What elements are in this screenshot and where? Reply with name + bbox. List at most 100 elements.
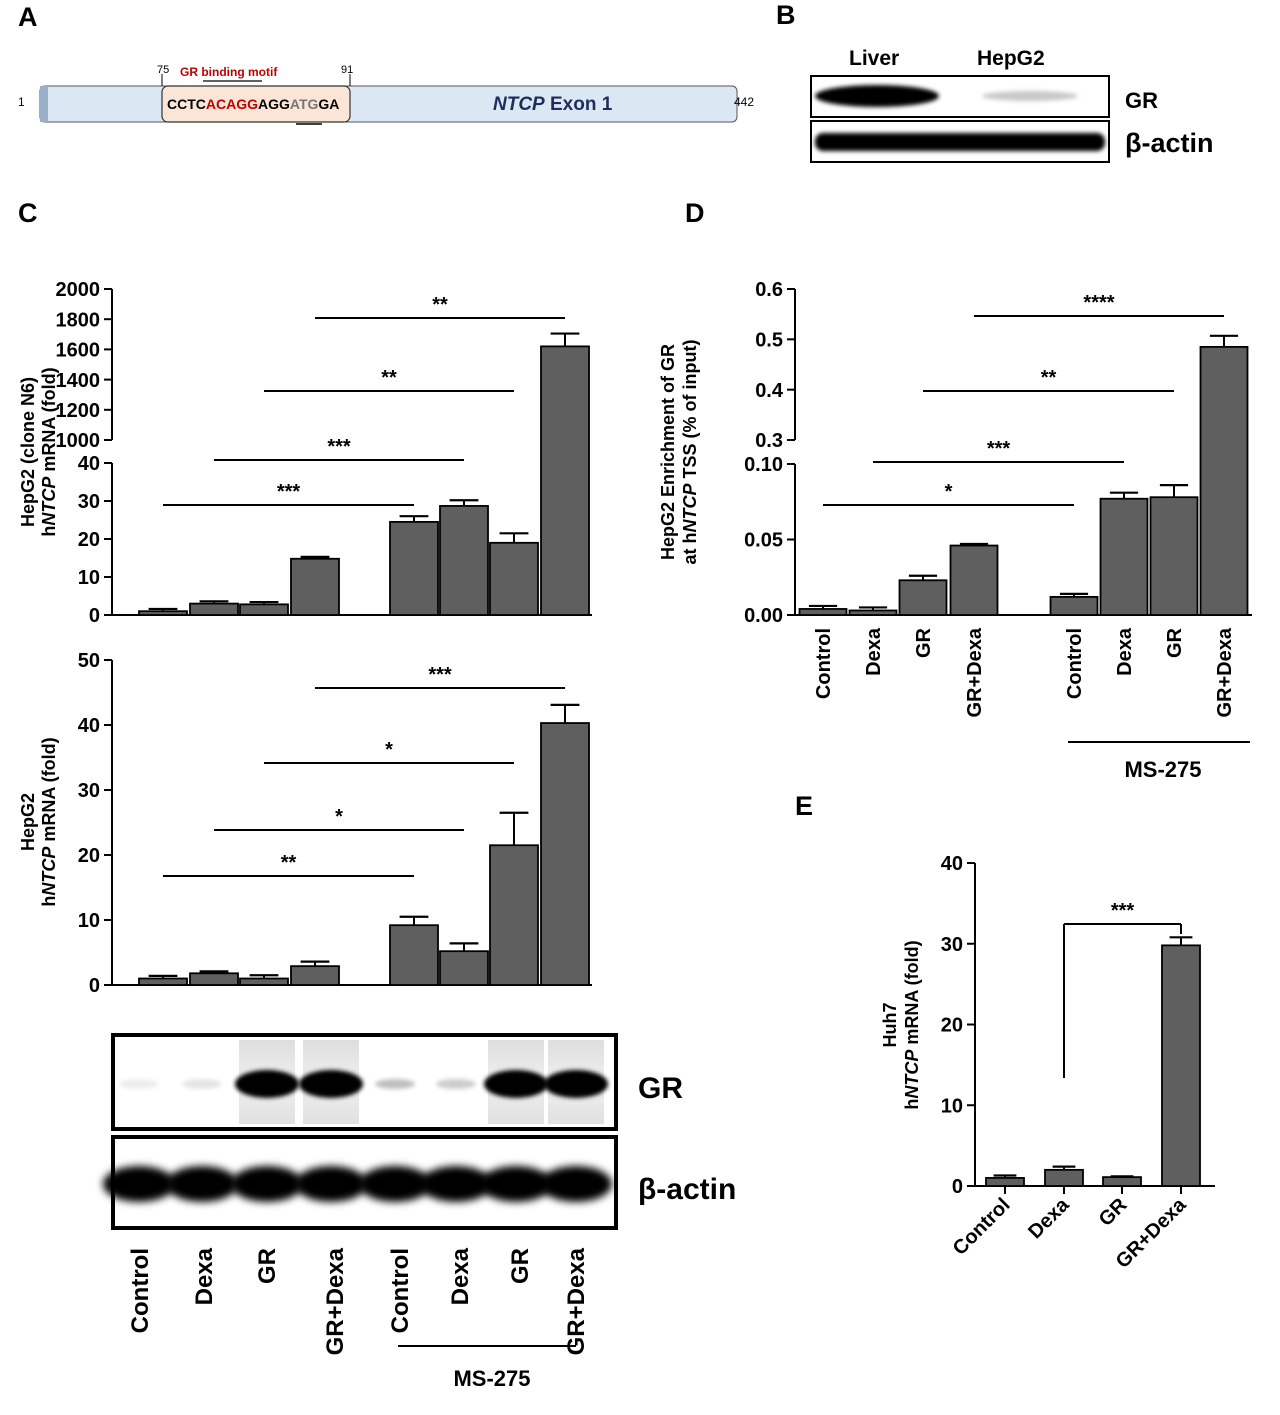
c-bottom-y-label-post: mRNA (fold) [39, 737, 59, 846]
panel-b-actin-band [815, 133, 1105, 151]
y-tick-label: 0.5 [755, 330, 783, 352]
gr-band [235, 1070, 299, 1098]
bar [239, 977, 289, 986]
d-ms275-label: MS-275 [1124, 757, 1201, 782]
exon-bar [39, 85, 738, 123]
significance-label: *** [327, 436, 351, 458]
bar [798, 608, 848, 616]
bar [189, 602, 239, 616]
c-top-y-label-gene: NTCP [39, 476, 59, 526]
y-tick-label: 10 [941, 1095, 963, 1117]
blot-lane-label: Dexa [447, 1247, 474, 1305]
significance-label: ** [381, 367, 397, 389]
actin-band [420, 1166, 492, 1202]
bar [290, 557, 340, 616]
x-tick-label: GR+Dexa [964, 627, 986, 717]
c-blot-gr-label: GR [638, 1072, 683, 1105]
d-y-label-gene: NTCP [680, 482, 700, 532]
bar [489, 541, 539, 616]
y-tick-label: 20 [941, 1015, 963, 1037]
significance-label: ** [432, 294, 448, 316]
bar [949, 544, 999, 616]
y-tick-label: 1400 [56, 370, 101, 392]
bar [1099, 497, 1149, 616]
c-top-annotations: ********** [163, 294, 565, 506]
x-tick-label: GR [1095, 1194, 1132, 1231]
d-lower-ticks: 0.00 0.05 0.10 [744, 454, 795, 627]
x-tick-label: Control [949, 1194, 1015, 1260]
actin-band [359, 1166, 431, 1202]
y-tick-label: 0.6 [755, 279, 783, 301]
gr-band [436, 1079, 476, 1089]
bar [439, 505, 489, 616]
d-annotations: ********** [823, 292, 1224, 506]
y-tick-label: 0.05 [744, 530, 783, 552]
gr-band [544, 1070, 608, 1098]
bar [389, 521, 439, 616]
blot-lane-label: GR [507, 1248, 534, 1284]
seq-part-1: CCTC [167, 96, 206, 112]
y-tick-label: 30 [78, 491, 100, 513]
c-top-y-label-pre: h [39, 526, 59, 537]
chart-d: 0.30.40.50.6 0.000.050.10 ********** Con… [658, 279, 1252, 782]
bar [848, 609, 898, 616]
x-tick-label: Control [813, 628, 835, 699]
panel-b-gr-band-liver [815, 85, 939, 107]
c-blot-actin-label: β-actin [638, 1173, 736, 1206]
panel-b-lane-hepg2: HepG2 [977, 47, 1045, 70]
actin-band [166, 1166, 238, 1202]
y-tick-label: 40 [78, 453, 100, 475]
c-blot-actin-lanes [103, 1166, 612, 1202]
seq-part-2: ACAGG [206, 96, 258, 112]
blot-lane-label: Dexa [191, 1247, 218, 1305]
y-tick-label: 30 [78, 780, 100, 802]
exon-label-suffix: Exon 1 [545, 94, 613, 115]
y-tick-label: 0.00 [744, 605, 783, 627]
y-tick-label: 1200 [56, 400, 101, 422]
e-bars [985, 936, 1201, 1194]
c-top-y-label-post: mRNA (fold) [39, 367, 59, 476]
y-tick-label: 30 [941, 934, 963, 956]
c-bottom-ticks: 0 10 20 30 40 50 [78, 650, 112, 997]
motif-sequence: CCTCACAGGAGGATGGA [167, 96, 339, 112]
c-bottom-bars [138, 703, 590, 986]
e-ticks: 0 10 20 30 40 [941, 853, 975, 1198]
significance-label: *** [428, 664, 452, 686]
bar [1049, 595, 1099, 616]
significance-label: *** [987, 438, 1011, 460]
x-tick-label: GR [913, 627, 935, 658]
x-tick-label: Dexa [863, 627, 885, 676]
exon-bar-start-cap [40, 86, 48, 122]
actin-band [540, 1166, 612, 1202]
actin-band [295, 1166, 367, 1202]
bar [489, 844, 539, 986]
y-tick-label: 40 [941, 853, 963, 875]
gr-band [484, 1070, 548, 1098]
motif-title: GR binding motif [180, 65, 278, 79]
c-ms275-label: MS-275 [453, 1366, 530, 1391]
seq-part-4: ATG [290, 96, 319, 112]
e-annotations: *** [1063, 900, 1182, 1078]
bar [189, 972, 239, 986]
e-y-label-2: hNTCP mRNA (fold) [902, 940, 922, 1109]
bar [1149, 496, 1199, 616]
panel-b-gr-band-hepg2 [982, 91, 1078, 101]
position-end: 442 [734, 95, 754, 109]
significance-label: ** [281, 852, 297, 874]
significance-label: *** [277, 481, 301, 503]
gr-band [119, 1079, 159, 1089]
panel-b-gr-label: GR [1125, 88, 1158, 113]
bar [1199, 345, 1249, 616]
motif-end-label: 91 [341, 64, 353, 76]
panel-b: B Liver HepG2 GR β-actin [776, 0, 1214, 163]
x-tick-label: GR+Dexa [1214, 627, 1236, 717]
gr-band [182, 1079, 222, 1089]
blot-lane-label: GR+Dexa [322, 1247, 349, 1355]
gr-band [299, 1070, 363, 1098]
x-tick-label: Dexa [1114, 627, 1136, 676]
motif-start-label: 75 [157, 64, 169, 76]
c-top-bars [138, 332, 590, 616]
